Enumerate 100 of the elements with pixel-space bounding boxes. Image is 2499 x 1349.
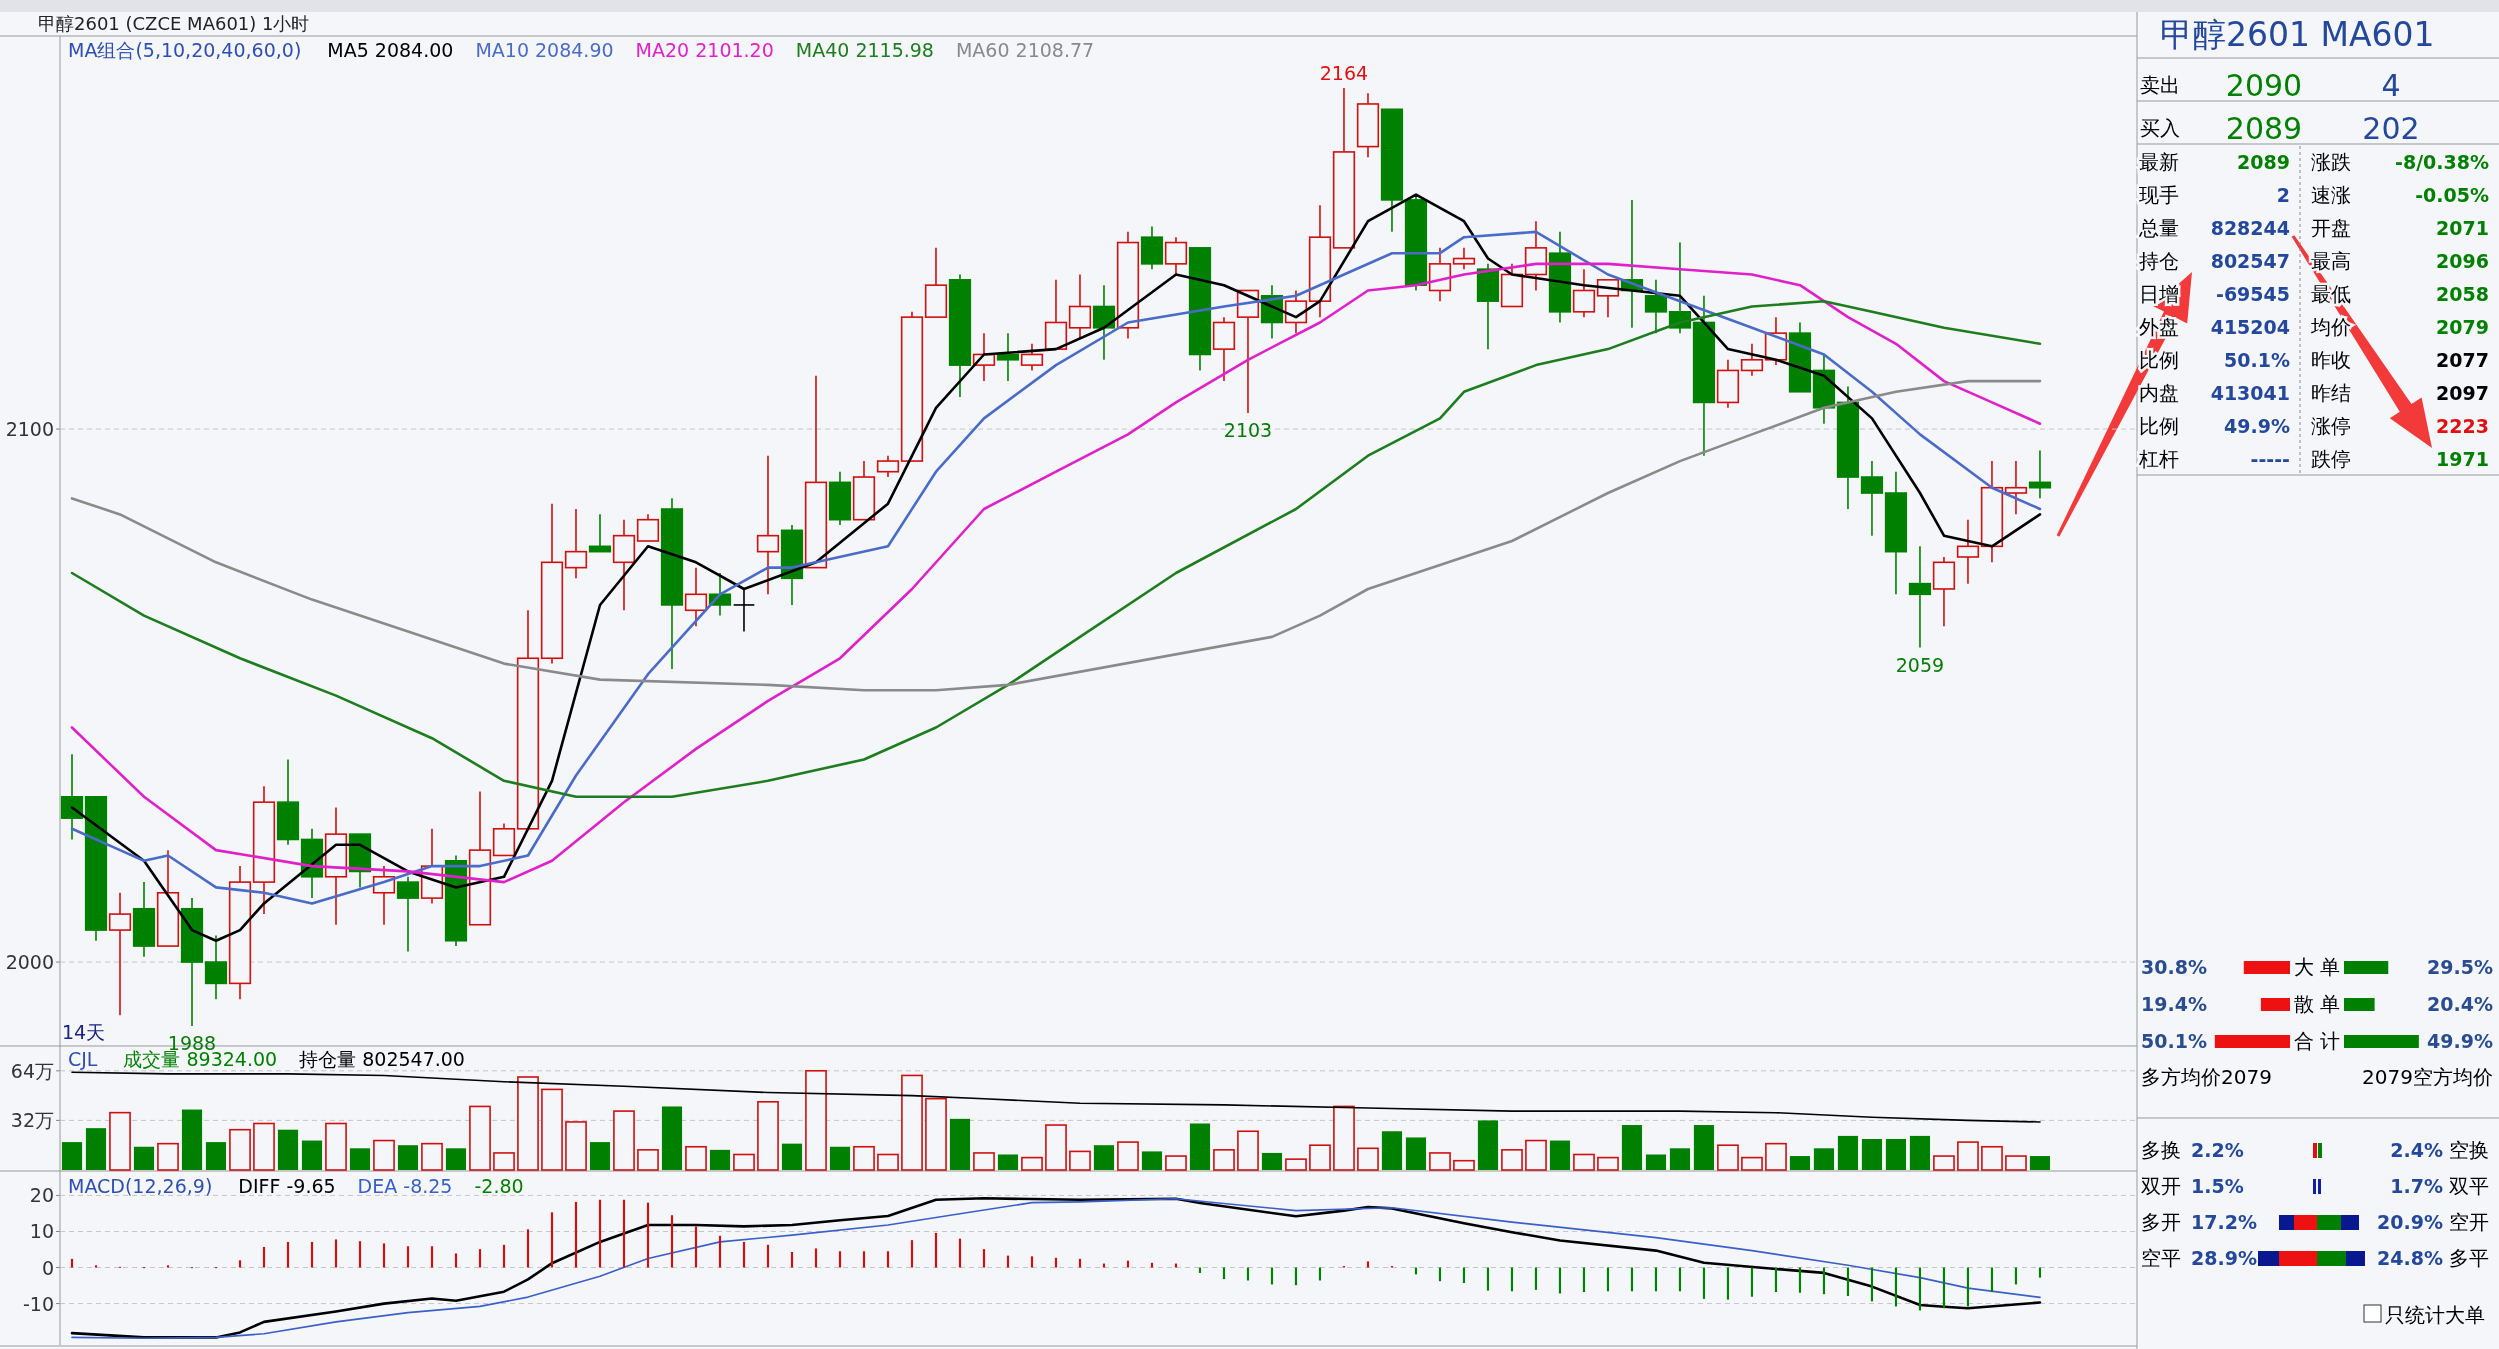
candlestick <box>1860 460 1884 537</box>
bar <box>1726 1267 1730 1300</box>
candlestick <box>1740 343 1764 377</box>
bar <box>1582 1267 1586 1293</box>
bar <box>1165 1155 1187 1171</box>
bar <box>1189 1123 1211 1170</box>
bar <box>757 1101 779 1171</box>
text: 多换 <box>2141 1138 2181 1162</box>
data-label: 20.4% <box>2427 993 2493 1015</box>
y-tick-label: 32万 <box>10 1109 54 1132</box>
bar <box>2029 1156 2051 1170</box>
candlestick <box>1452 247 1476 270</box>
text: 最高 <box>2311 249 2351 273</box>
text: 17.2% <box>2191 1211 2257 1233</box>
category-label: 散 单 <box>2293 992 2341 1016</box>
text: 2089 <box>2225 111 2303 146</box>
text: 2058 <box>2436 283 2489 305</box>
bar <box>574 1201 578 1268</box>
bar <box>949 1118 971 1170</box>
bar <box>589 1142 611 1170</box>
bar <box>1606 1267 1610 1292</box>
bar <box>661 1106 683 1170</box>
y-tick-label: 0 <box>41 1256 54 1279</box>
text: 总量 <box>2138 216 2179 240</box>
bar <box>301 1140 323 1170</box>
bar <box>982 1249 986 1268</box>
bar <box>973 1152 995 1171</box>
text: 速涨 <box>2311 183 2351 207</box>
bar <box>1261 1152 1283 1170</box>
bar <box>1741 1156 1763 1171</box>
bar <box>1069 1150 1091 1171</box>
candlestick <box>1956 518 1980 585</box>
bar <box>637 1149 659 1171</box>
bar <box>1669 1148 1691 1170</box>
bar <box>814 1248 818 1268</box>
legend-title: MA组合(5,10,20,40,60,0) <box>68 39 302 61</box>
text: 只统计大单 <box>2385 1303 2485 1327</box>
bar <box>541 1088 563 1171</box>
candlestick <box>396 875 420 953</box>
bar <box>325 1122 347 1171</box>
bar <box>1789 1156 1811 1170</box>
candlestick <box>732 588 756 633</box>
text: 28.9% <box>2191 1247 2257 1269</box>
bar <box>1021 1156 1043 1171</box>
bar <box>94 1265 98 1268</box>
candlestick <box>204 934 228 1001</box>
text: MA5 2084.00 <box>327 39 454 61</box>
bar <box>1630 1267 1634 1292</box>
bar <box>358 1241 362 1268</box>
category-label: 合 计 <box>2293 1029 2341 1053</box>
bar <box>1357 1147 1379 1171</box>
bar <box>286 1241 290 1268</box>
text: 开盘 <box>2311 216 2351 240</box>
data-label: 49.9% <box>2427 1030 2493 1052</box>
bar <box>1621 1125 1643 1170</box>
bar <box>1045 1124 1067 1171</box>
bar <box>958 1238 962 1268</box>
bar <box>1534 1267 1538 1290</box>
bar <box>670 1215 674 1268</box>
bar <box>742 1241 746 1268</box>
data-label: 30.8% <box>2141 956 2207 978</box>
bar <box>1885 1139 1907 1170</box>
text: 2089 <box>2237 151 2290 173</box>
bar <box>766 1244 770 1268</box>
candlestick <box>876 454 900 478</box>
data-label: 50.1% <box>2141 1030 2207 1052</box>
line-series <box>70 299 2042 799</box>
bar <box>229 1128 251 1171</box>
bar <box>886 1251 890 1268</box>
bar <box>1909 1135 1931 1170</box>
candlestick <box>636 513 660 542</box>
bar <box>1957 1141 1979 1171</box>
bar <box>550 1212 554 1268</box>
bar <box>478 1249 482 1268</box>
text: 现手 <box>2139 183 2179 207</box>
text: 卖出 <box>2140 73 2180 97</box>
bar <box>421 1142 443 1171</box>
text: 多方均价2079 <box>2141 1065 2272 1089</box>
chart-title: 甲醇2601 (CZCE MA601) <box>38 13 257 34</box>
bar <box>694 1226 698 1268</box>
annotation: 14天 <box>62 1021 106 1043</box>
bar <box>862 1251 866 1268</box>
text: ----- <box>2250 448 2290 470</box>
text: 双开 <box>2141 1174 2181 1198</box>
text: 昨收 <box>2311 348 2351 372</box>
text: 413041 <box>2210 382 2290 404</box>
text: DIFF -9.65 <box>238 1175 336 1197</box>
candlestick <box>996 332 1020 382</box>
text: 昨结 <box>2311 381 2351 405</box>
bar <box>709 1149 731 1170</box>
bar <box>1237 1130 1259 1171</box>
text: 双平 <box>2449 1174 2489 1198</box>
bar <box>598 1199 602 1268</box>
bar <box>1573 1153 1595 1171</box>
text: 涨停 <box>2311 414 2351 438</box>
candlestick <box>1020 343 1044 372</box>
bar <box>1597 1156 1619 1171</box>
bar <box>1477 1120 1499 1170</box>
text: DEA -8.25 <box>357 1175 453 1197</box>
bar <box>1813 1148 1835 1170</box>
